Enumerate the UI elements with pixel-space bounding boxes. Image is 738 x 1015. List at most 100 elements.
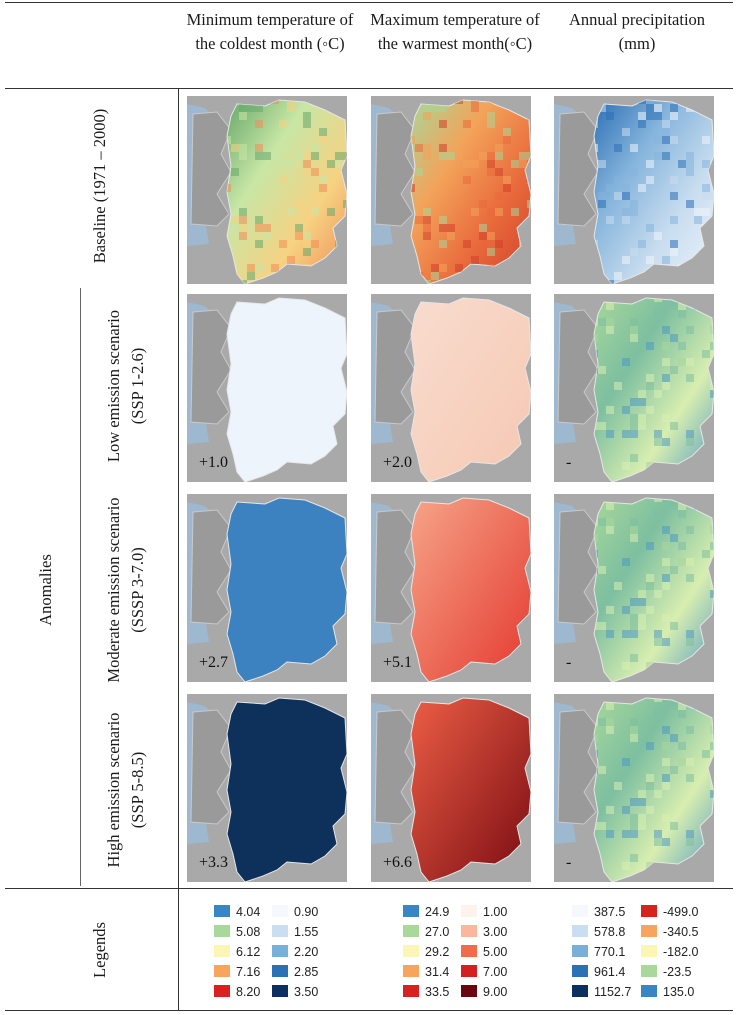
legend-value: 6.12 <box>236 945 261 959</box>
legend-value: 961.4 <box>594 965 626 979</box>
row-label-high: High emission scenario (SSP 5-8.5) <box>104 712 147 868</box>
legend-entry: 29.2 <box>403 944 449 960</box>
map-baseline-tmin <box>187 96 347 284</box>
legend-entry: 33.5 <box>403 984 449 1000</box>
legend-entry: 578.8 <box>572 924 625 940</box>
legend-value: 4.04 <box>236 905 261 919</box>
row-label-low: Low emission scenario (SSP 1-2.6) <box>104 309 147 463</box>
table-top-rule <box>5 2 733 3</box>
legend-value: 387.5 <box>594 905 626 919</box>
legend-swatch <box>572 925 588 937</box>
legends-rule <box>5 888 733 889</box>
map-baseline-precip <box>554 96 714 284</box>
legend-swatch <box>572 965 588 977</box>
legend-swatch <box>641 925 657 937</box>
study-region <box>226 297 347 482</box>
legend-swatch <box>214 985 230 997</box>
value-moderate-precip: - <box>566 654 572 671</box>
legend-value: 135.0 <box>663 985 695 999</box>
legend-swatch <box>403 905 419 917</box>
legend-swatch <box>214 925 230 937</box>
legend-swatch <box>272 985 288 997</box>
legend-swatch <box>272 965 288 977</box>
row-label-legends: Legends <box>90 922 109 978</box>
legend-value: 7.16 <box>236 965 261 979</box>
legend-value: -23.5 <box>663 965 692 979</box>
coastline <box>190 111 232 227</box>
legend-value: 578.8 <box>594 925 626 939</box>
legend-swatch <box>572 945 588 957</box>
legend-entry: 2.20 <box>272 944 318 960</box>
map-high-precip: - <box>554 694 714 882</box>
map-moderate-tmax: +5.1 <box>371 494 531 682</box>
legend-entry: 7.16 <box>214 964 260 980</box>
legend-entry: 3.50 <box>272 984 318 1000</box>
legend-entry: -340.5 <box>641 924 698 940</box>
legend-entry: 135.0 <box>641 984 694 1000</box>
legend-entry: 6.12 <box>214 944 260 960</box>
coastline <box>190 709 232 825</box>
study-region <box>410 297 531 482</box>
legend-swatch <box>272 905 288 917</box>
legend-value: 3.50 <box>294 985 319 999</box>
header-precip: Annual precipitation (mm) <box>568 10 706 53</box>
value-low-tmax: +2.0 <box>383 454 413 471</box>
legend-entry: -499.0 <box>641 904 698 920</box>
legend-swatch <box>214 965 230 977</box>
legend-value: 9.00 <box>483 985 508 999</box>
legend-swatch <box>641 945 657 957</box>
coastline <box>374 709 416 825</box>
legend-swatch <box>461 945 477 957</box>
legend-entry: -23.5 <box>641 964 692 980</box>
legend-value: 5.08 <box>236 925 261 939</box>
legend-swatch <box>641 905 657 917</box>
coastline <box>190 509 232 625</box>
legend-swatch <box>641 985 657 997</box>
legend-entry: 1.00 <box>461 904 507 920</box>
row-label-moderate: Moderate emission scenario (SSSP 3-7.0) <box>104 497 147 683</box>
legend-swatch <box>572 985 588 997</box>
map-low-tmax: +2.0 <box>371 294 531 482</box>
legend-swatch <box>403 965 419 977</box>
legend-swatch <box>461 965 477 977</box>
legend-value: 29.2 <box>425 945 450 959</box>
legend-value: 1.00 <box>483 905 508 919</box>
legend-value: 1.55 <box>294 925 319 939</box>
legend-entry: 387.5 <box>572 904 625 920</box>
table-bottom-rule <box>5 1010 733 1011</box>
value-high-tmax: +6.6 <box>383 854 413 871</box>
header-min-temp: Minimum temperature of the coldest month… <box>186 10 354 53</box>
legend-entry: 961.4 <box>572 964 625 980</box>
map-low-tmin: +1.0 <box>187 294 347 482</box>
study-region <box>410 697 531 882</box>
legend-entry: 2.85 <box>272 964 318 980</box>
map-high-tmax: +6.6 <box>371 694 531 882</box>
legend-value: -499.0 <box>663 905 699 919</box>
legend-entry: 27.0 <box>403 924 449 940</box>
grid-texture <box>594 498 714 682</box>
study-region <box>226 697 347 882</box>
legend-swatch <box>272 925 288 937</box>
map-moderate-precip: - <box>554 494 714 682</box>
coastline <box>374 111 416 227</box>
legend-swatch <box>403 925 419 937</box>
study-region <box>226 497 347 682</box>
legend-swatch <box>214 905 230 917</box>
value-moderate-tmin: +2.7 <box>199 654 229 671</box>
legend-value: 24.9 <box>425 905 450 919</box>
legend-value: 31.4 <box>425 965 450 979</box>
legend-swatch <box>403 945 419 957</box>
legend-entry: 5.00 <box>461 944 507 960</box>
legend-swatch <box>641 965 657 977</box>
legend-swatch <box>272 945 288 957</box>
legend-swatch <box>461 905 477 917</box>
legend-entry: 770.1 <box>572 944 625 960</box>
value-low-precip: - <box>566 454 572 471</box>
row-label-anomalies: Anomalies <box>36 554 55 626</box>
legend-swatch <box>461 985 477 997</box>
coastline <box>557 111 599 227</box>
legend-entry: 7.00 <box>461 964 507 980</box>
map-moderate-tmin: +2.7 <box>187 494 347 682</box>
legend-entry: 24.9 <box>403 904 449 920</box>
coastline <box>557 509 599 625</box>
